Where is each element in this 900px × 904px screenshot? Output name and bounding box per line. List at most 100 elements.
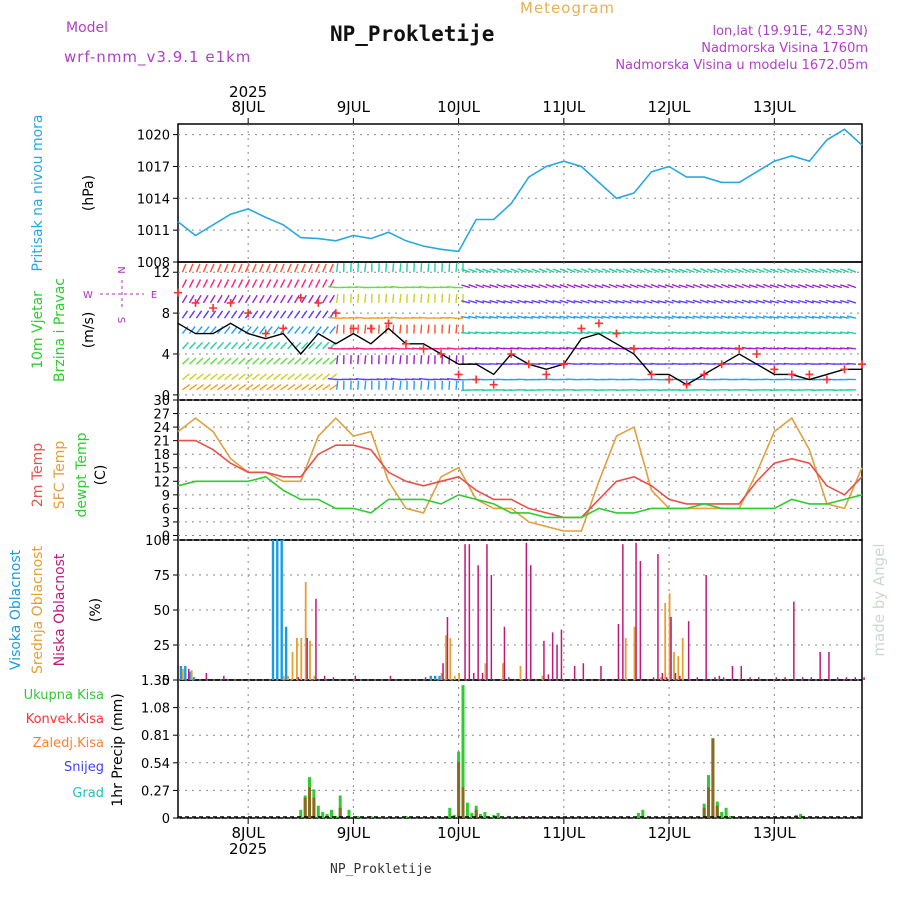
wind-arrow (239, 385, 246, 390)
cloud-low-bar (793, 602, 795, 680)
wind-arrow (428, 355, 429, 364)
ylabel-temp-unit: (C) (93, 465, 109, 486)
cloud-mid-bar (300, 638, 302, 680)
cloud-low-bar (705, 575, 707, 680)
wind-arrow (847, 364, 856, 365)
wind-arrow (253, 342, 259, 349)
wind-arrow (225, 358, 232, 364)
cloud-low-bar (206, 673, 208, 680)
wind-arrow (182, 342, 188, 349)
wind-arrow (189, 358, 196, 364)
wind-arrow (196, 358, 203, 364)
wind-arrow (456, 294, 457, 303)
wind-arrow (196, 280, 200, 288)
wind-gust-mark (858, 360, 866, 368)
x-tick-label-top: 10JUL (437, 98, 480, 116)
wind-arrow (281, 358, 288, 364)
wind-arrow (218, 264, 222, 272)
wind-arrow (203, 327, 209, 334)
wind-arrow (239, 342, 245, 349)
temp-2m-line (178, 441, 862, 518)
wind-arrow (330, 264, 334, 272)
wind-arrow (309, 295, 314, 303)
cloud-low-bar (548, 674, 550, 680)
wind-arrow (274, 311, 279, 318)
legend-convective-rain: Konvek.Kisa (26, 712, 104, 727)
wind-arrow (253, 295, 258, 303)
wind-gust-mark (209, 304, 217, 312)
ylabel-wind-2: Brzina i Pravac (52, 278, 68, 382)
wind-arrow (302, 264, 306, 272)
wind-arrow (449, 263, 450, 272)
wind-arrow (225, 264, 229, 272)
wind-gust-mark (490, 381, 498, 389)
wind-arrow (232, 342, 238, 349)
cloud-low-bar (653, 677, 655, 680)
model-altitude: Nadmorska Visina u modelu 1672.05m (615, 58, 868, 73)
wind-arrow (225, 374, 232, 380)
cloud-low-bar (561, 630, 563, 680)
wind-arrow (239, 295, 244, 303)
wind-arrow (393, 263, 394, 272)
pressure-line (178, 129, 862, 251)
wind-arrow (218, 374, 225, 380)
wind-arrow (218, 280, 222, 288)
wind-arrow (253, 358, 260, 364)
wind-arrow (337, 381, 338, 390)
wind-arrow (267, 327, 273, 334)
wind-arrow (274, 280, 278, 288)
wind-arrow (232, 311, 237, 318)
wind-gust-mark (612, 330, 620, 338)
compass-north: N (115, 266, 126, 273)
wind-arrow (316, 342, 322, 349)
wind-arrow (295, 385, 302, 390)
wind-arrow (210, 374, 217, 380)
wind-arrow (428, 294, 429, 303)
wind-arrow (393, 381, 394, 390)
x-tick-label-bottom: 9JUL (337, 824, 371, 842)
wind-arrow (253, 385, 260, 390)
wind-arrow (281, 264, 285, 272)
wind-arrow (210, 358, 217, 364)
wind-arrow (316, 374, 323, 380)
y-tick-label-temperature: 24 (153, 421, 170, 436)
wind-arrow (302, 385, 309, 390)
wind-arrow (386, 355, 387, 364)
compass-south: S (115, 317, 126, 323)
wind-arrow (246, 385, 253, 390)
wind-arrow (253, 374, 260, 380)
panel-frame-precip (178, 680, 862, 818)
legend-freezing-rain: Zaledj.Kisa (33, 736, 104, 751)
wind-gust-mark (805, 370, 813, 378)
cloud-mid-bar (664, 603, 666, 680)
cloud-low-bar (508, 677, 510, 680)
wind-gust-mark (753, 350, 761, 358)
wind-arrow (274, 374, 281, 380)
wind-arrow (386, 294, 387, 303)
cloud-low-bar (802, 677, 804, 680)
legend-total-rain: Ukupna Kisa (24, 688, 104, 703)
cloud-high-bar (184, 666, 186, 680)
wind-arrow (225, 280, 229, 288)
wind-arrow (400, 294, 401, 303)
cloud-mid-bar (625, 638, 627, 680)
wind-gust-mark (525, 360, 533, 368)
cloud-low-bar (390, 676, 392, 680)
wind-arrow (274, 327, 280, 334)
wind-arrow (210, 295, 215, 303)
wind-arrow (428, 381, 429, 390)
cloud-low-bar (837, 677, 839, 680)
cloud-low-bar (473, 673, 475, 680)
cloud-low-bar (666, 677, 668, 680)
cloud-low-bar (657, 554, 659, 680)
wind-arrow (358, 355, 359, 364)
cloud-low-bar (324, 676, 326, 680)
wind-arrow (428, 325, 429, 334)
wind-arrow (267, 358, 274, 364)
wind-gust-mark (735, 345, 743, 353)
ylabel-cloud-low: Niska Oblacnost (52, 553, 68, 666)
cloud-mid-bar (182, 669, 184, 680)
cloud-mid-bar (309, 641, 311, 680)
wind-arrow (218, 295, 223, 303)
panel-frame-temperature (178, 400, 862, 540)
